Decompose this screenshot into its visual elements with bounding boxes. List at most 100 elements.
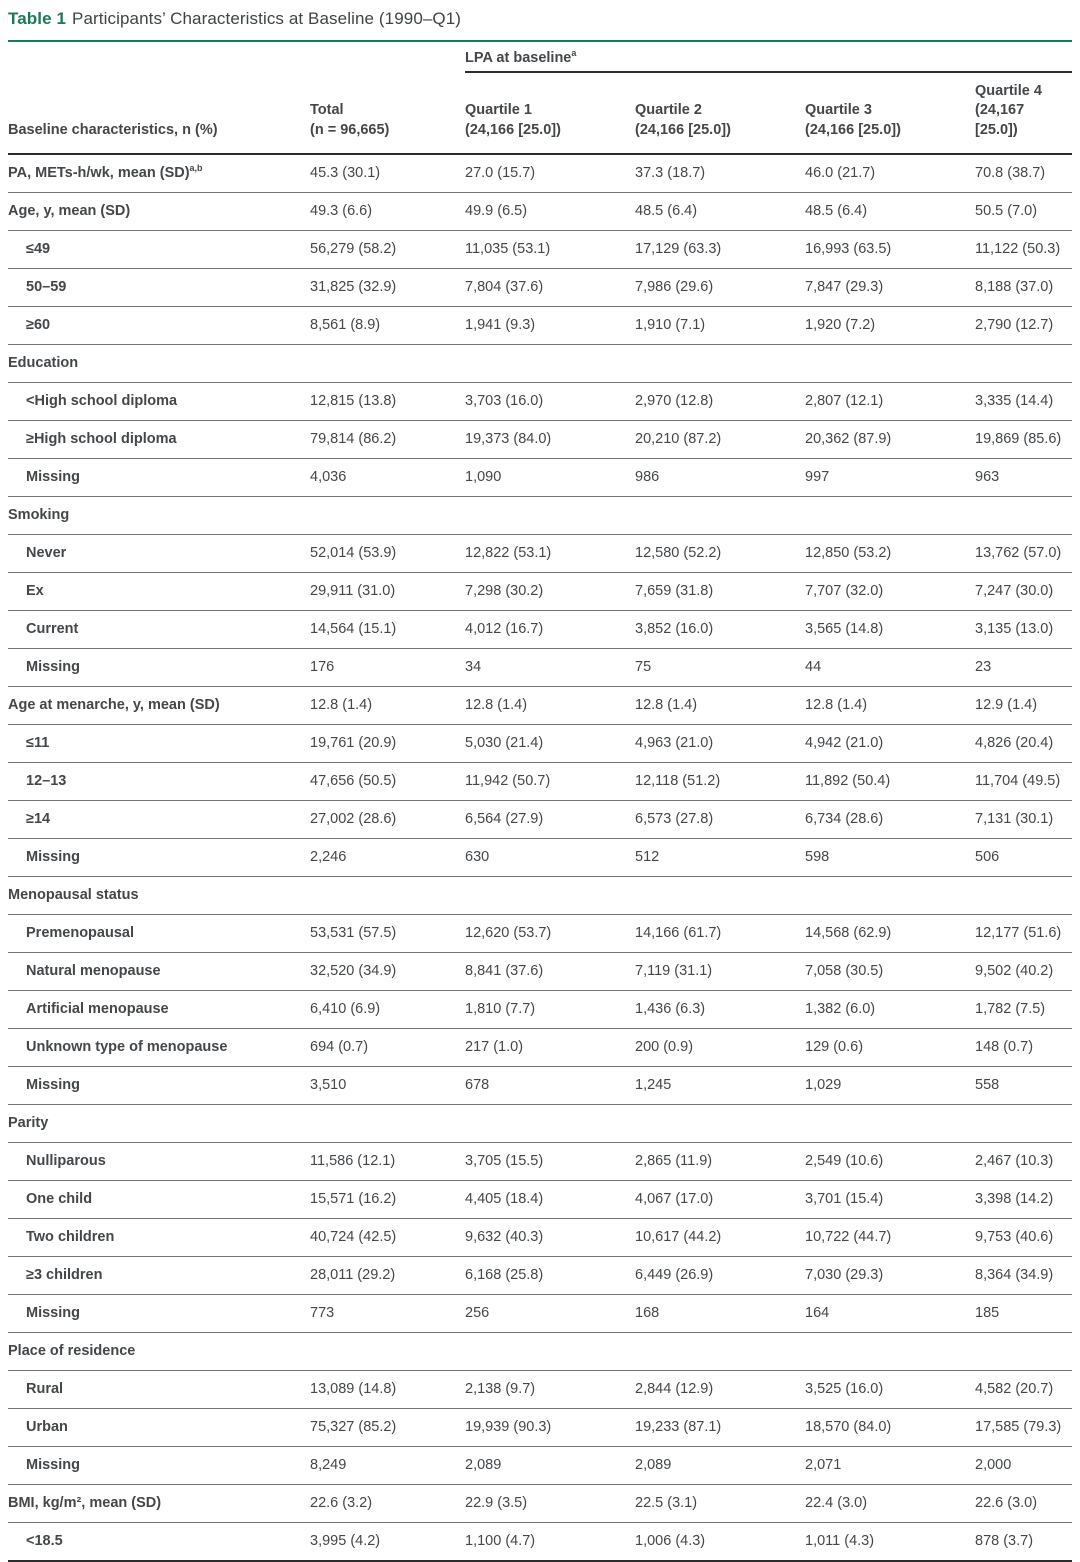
cell-value: 4,942 (21.0) [805, 724, 975, 763]
table-row: Missing 2,246 630 512 598 506 [8, 838, 1072, 877]
table-row: Age, y, mean (SD) 49.3 (6.6) 49.9 (6.5) 48.… [8, 192, 1072, 231]
cell-value: 4,826 (20.4) [975, 724, 1072, 763]
row-label: PA, METs-h/wk, mean (SD)a,b [8, 153, 310, 193]
cell-value: 694 (0.7) [310, 1028, 465, 1067]
cell-value: 2,844 (12.9) [635, 1370, 805, 1409]
cell-value: 22.5 (3.1) [635, 1484, 805, 1523]
row-label: Missing [8, 1446, 310, 1485]
table-row: Rural 13,089 (14.8) 2,138 (9.7) 2,844 (12.9… [8, 1370, 1072, 1409]
table-row: ≤49 56,279 (58.2) 11,035 (53.1) 17,129 (63.… [8, 230, 1072, 269]
cell-value: 16,993 (63.5) [805, 230, 975, 269]
cell-value: 12,177 (51.6) [975, 914, 1072, 953]
cell-value: 630 [465, 838, 635, 877]
row-label: ≥High school diploma [8, 420, 310, 459]
row-label: Missing [8, 458, 310, 497]
cell-value: 512 [635, 838, 805, 877]
lpa-span-header: LPA at baselinea [465, 42, 1072, 74]
cell-value: 46.0 (21.7) [805, 153, 975, 193]
cell-value: 176 [310, 648, 465, 687]
cell-value: 3,335 (14.4) [975, 382, 1072, 421]
cell-value: 18,570 (84.0) [805, 1408, 975, 1447]
cell-value: 3,852 (16.0) [635, 610, 805, 649]
row-label: Unknown type of menopause [8, 1028, 310, 1067]
cell-value: 19,939 (90.3) [465, 1408, 635, 1447]
cell-value: 48.5 (6.4) [805, 192, 975, 231]
cell-value: 1,910 (7.1) [635, 306, 805, 345]
cell-value: 4,582 (20.7) [975, 1370, 1072, 1409]
cell-value: 12.9 (1.4) [975, 686, 1072, 725]
cell-value: 2,790 (12.7) [975, 306, 1072, 345]
table-row: PA, METs-h/wk, mean (SD)a,b 45.3 (30.1) 27… [8, 153, 1072, 193]
row-label: Current [8, 610, 310, 649]
table-row: BMI, kg/m², mean (SD) 22.6 (3.2) 22.9 (3.5… [8, 1484, 1072, 1523]
cell-value: 6,168 (25.8) [465, 1256, 635, 1295]
cell-value: 2,549 (10.6) [805, 1142, 975, 1181]
cell-value: 14,568 (62.9) [805, 914, 975, 953]
cell-value: 22.9 (3.5) [465, 1484, 635, 1523]
cell-value: 1,436 (6.3) [635, 990, 805, 1029]
cell-value: 164 [805, 1294, 975, 1333]
cell-value: 2,138 (9.7) [465, 1370, 635, 1409]
cell-value: 2,865 (11.9) [635, 1142, 805, 1181]
row-label: 12–13 [8, 762, 310, 801]
table-row: Natural menopause 32,520 (34.9) 8,841 (37.… [8, 952, 1072, 991]
row-label: Ex [8, 572, 310, 611]
col-header-baseline-characteristics: Baseline characteristics, n (%) [8, 72, 310, 155]
table-row: Missing 4,036 1,090 986 997 963 [8, 458, 1072, 497]
cell-value: 44 [805, 648, 975, 687]
cell-value: 9,632 (40.3) [465, 1218, 635, 1257]
table-row: <18.5 3,995 (4.2) 1,100 (4.7) 1,006 (4.3) 1,… [8, 1522, 1072, 1562]
cell-value: 8,364 (34.9) [975, 1256, 1072, 1295]
cell-value: 7,986 (29.6) [635, 268, 805, 307]
cell-value: 6,564 (27.9) [465, 800, 635, 839]
table-row: 50–59 31,825 (32.9) 7,804 (37.6) 7,986 (29.… [8, 268, 1072, 307]
cell-value: 1,100 (4.7) [465, 1522, 635, 1562]
table-row: <High school diploma 12,815 (13.8) 3,703 (… [8, 382, 1072, 421]
cell-value: 1,782 (7.5) [975, 990, 1072, 1029]
cell-value: 20,210 (87.2) [635, 420, 805, 459]
row-label: Urban [8, 1408, 310, 1447]
row-label: Nulliparous [8, 1142, 310, 1181]
cell-value: 4,067 (17.0) [635, 1180, 805, 1219]
cell-value: 23 [975, 648, 1072, 687]
cell-value: 47,656 (50.5) [310, 762, 465, 801]
cell-value: 12,118 (51.2) [635, 762, 805, 801]
row-label: <High school diploma [8, 382, 310, 421]
cell-value: 2,071 [805, 1446, 975, 1485]
cell-value: 27.0 (15.7) [465, 153, 635, 193]
cell-value: 129 (0.6) [805, 1028, 975, 1067]
cell-value: 1,029 [805, 1066, 975, 1105]
cell-value: 11,035 (53.1) [465, 230, 635, 269]
span-header-row: LPA at baselinea [8, 42, 1072, 74]
cell-value: 1,011 (4.3) [805, 1522, 975, 1562]
cell-value: 3,398 (14.2) [975, 1180, 1072, 1219]
table-row: One child 15,571 (16.2) 4,405 (18.4) 4,067 … [8, 1180, 1072, 1219]
cell-value: 75 [635, 648, 805, 687]
cell-value: 10,617 (44.2) [635, 1218, 805, 1257]
col-header-quartile-4: Quartile 4 (24,167 [25.0]) [975, 72, 1072, 155]
row-label: 50–59 [8, 268, 310, 307]
table-row: Missing 773 256 168 164 185 [8, 1294, 1072, 1333]
cell-value: 12.8 (1.4) [805, 686, 975, 725]
table-body: PA, METs-h/wk, mean (SD)a,b 45.3 (30.1) 27… [8, 153, 1072, 1562]
cell-value: 27,002 (28.6) [310, 800, 465, 839]
table-row: Current 14,564 (15.1) 4,012 (16.7) 3,852 (1… [8, 610, 1072, 649]
cell-value: 1,006 (4.3) [635, 1522, 805, 1562]
cell-value: 7,707 (32.0) [805, 572, 975, 611]
cell-value: 10,722 (44.7) [805, 1218, 975, 1257]
cell-value: 4,012 (16.7) [465, 610, 635, 649]
cell-value: 48.5 (6.4) [635, 192, 805, 231]
section-header-row: Smoking [8, 496, 1072, 535]
cell-value: 148 (0.7) [975, 1028, 1072, 1067]
cell-value: 7,131 (30.1) [975, 800, 1072, 839]
row-label: Two children [8, 1218, 310, 1257]
table-row: Unknown type of menopause 694 (0.7) 217 (1… [8, 1028, 1072, 1067]
row-label: Premenopausal [8, 914, 310, 953]
footnote-marker-a: a [571, 48, 577, 59]
cell-value: 52,014 (53.9) [310, 534, 465, 573]
cell-value: 2,000 [975, 1446, 1072, 1485]
cell-value: 11,122 (50.3) [975, 230, 1072, 269]
cell-value: 22.6 (3.0) [975, 1484, 1072, 1523]
cell-value: 12,822 (53.1) [465, 534, 635, 573]
